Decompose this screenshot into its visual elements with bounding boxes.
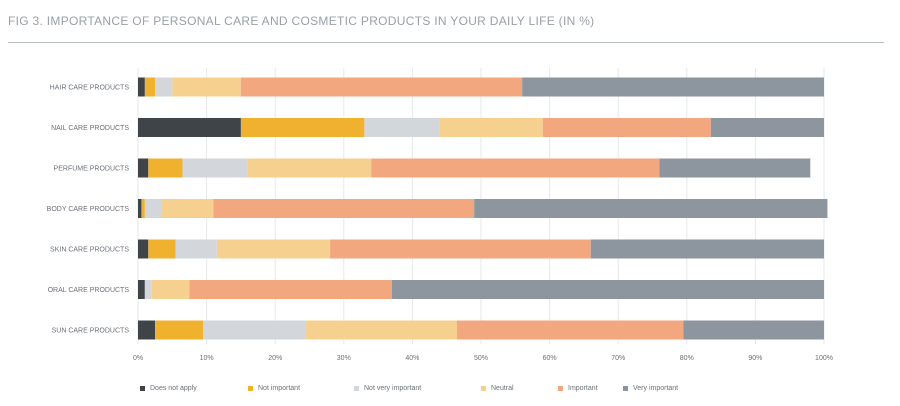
legend-label: Very important	[633, 385, 679, 392]
legend-item: Not important	[248, 385, 300, 392]
category-label: SKIN CARE PRODUCTS	[50, 247, 129, 254]
x-tick-label: 70%	[611, 355, 625, 362]
bar-segment	[216, 239, 331, 259]
bar-segment	[247, 158, 372, 178]
title-divider	[8, 42, 884, 43]
x-tick-label: 40%	[405, 355, 419, 362]
legend-swatch	[558, 386, 563, 391]
legend-swatch	[354, 386, 359, 391]
bar-segment	[240, 118, 365, 137]
legend-item: Does not apply	[140, 385, 197, 392]
bar-segment	[144, 199, 163, 218]
bar-segment	[189, 280, 392, 299]
legend-swatch	[623, 386, 628, 391]
bar-segment	[456, 320, 684, 340]
bar-segment	[138, 320, 156, 340]
bar-segment	[542, 118, 711, 137]
bar-segment	[213, 199, 475, 218]
bar-segment	[203, 320, 307, 340]
bar-segment	[330, 239, 591, 259]
bar-segment	[138, 239, 149, 259]
category-label: ORAL CARE PRODUCTS	[48, 287, 130, 294]
bar-segment	[162, 199, 214, 218]
x-tick-label: 60%	[543, 355, 557, 362]
category-label: SUN CARE PRODUCTS	[52, 328, 130, 335]
legend-item: Neutral	[481, 385, 514, 392]
category-label: NAIL CARE PRODUCTS	[51, 125, 129, 132]
bars-group	[138, 77, 828, 340]
legend-label: Not very important	[364, 385, 422, 392]
x-tick-label: 100%	[815, 355, 833, 362]
x-tick-label: 80%	[680, 355, 694, 362]
bar-segment	[138, 280, 145, 299]
legend-label: Not important	[258, 385, 301, 392]
chart-title: FIG 3. IMPORTANCE OF PERSONAL CARE AND C…	[8, 14, 595, 28]
stacked-bar-chart: HAIR CARE PRODUCTS NAIL CARE PRODUCTS PERF…	[47, 68, 833, 362]
bar-segment	[151, 280, 190, 299]
category-labels: HAIR CARE PRODUCTS NAIL CARE PRODUCTS PERF…	[47, 85, 130, 335]
legend-item: Important	[558, 385, 598, 392]
bar-segment	[659, 158, 811, 178]
bar-segment	[364, 118, 440, 137]
bar-segment	[371, 158, 660, 178]
bar-segment	[138, 118, 241, 137]
bar-segment	[474, 199, 828, 218]
bar-segment	[155, 320, 204, 340]
legend-label: Important	[568, 385, 598, 392]
bar-segment	[522, 77, 824, 97]
category-label: PERFUME PRODUCTS	[54, 166, 130, 173]
bar-segment	[144, 280, 152, 299]
legend-swatch	[248, 386, 253, 391]
x-axis-tick-labels: 0% 10% 20% 30% 40% 50% 60% 70% 80% 90% 100%	[133, 355, 833, 362]
bar-segment	[391, 280, 824, 299]
bar-segment	[155, 77, 173, 97]
bar-segment	[175, 239, 217, 259]
bar-segment	[144, 77, 156, 97]
bar-segment	[439, 118, 543, 137]
bar-segment	[138, 77, 145, 97]
x-tick-label: 50%	[474, 355, 488, 362]
legend: Does not apply Not important Not very impo…	[0, 385, 900, 401]
x-tick-label: 10%	[200, 355, 214, 362]
legend-item: Very important	[623, 385, 678, 392]
legend-item: Not very important	[354, 385, 421, 392]
bar-segment	[590, 239, 824, 259]
legend-swatch	[481, 386, 486, 391]
bar-segment	[148, 158, 183, 178]
bar-segment	[138, 158, 149, 178]
bar-segment	[148, 239, 176, 259]
legend-label: Does not apply	[150, 385, 197, 392]
bar-segment	[172, 77, 241, 97]
bar-segment	[683, 320, 824, 340]
bar-segment	[138, 199, 142, 218]
category-label: HAIR CARE PRODUCTS	[50, 85, 130, 92]
legend-swatch	[140, 386, 145, 391]
x-tick-label: 20%	[268, 355, 282, 362]
bar-segment	[141, 199, 145, 218]
category-label: BODY CARE PRODUCTS	[47, 206, 130, 213]
bar-segment	[240, 77, 523, 97]
legend-label: Neutral	[491, 385, 514, 392]
bar-segment	[182, 158, 248, 178]
x-tick-label: 0%	[133, 355, 143, 362]
bar-segment	[306, 320, 457, 340]
x-tick-label: 30%	[337, 355, 351, 362]
x-tick-label: 90%	[748, 355, 762, 362]
bar-segment	[710, 118, 824, 137]
